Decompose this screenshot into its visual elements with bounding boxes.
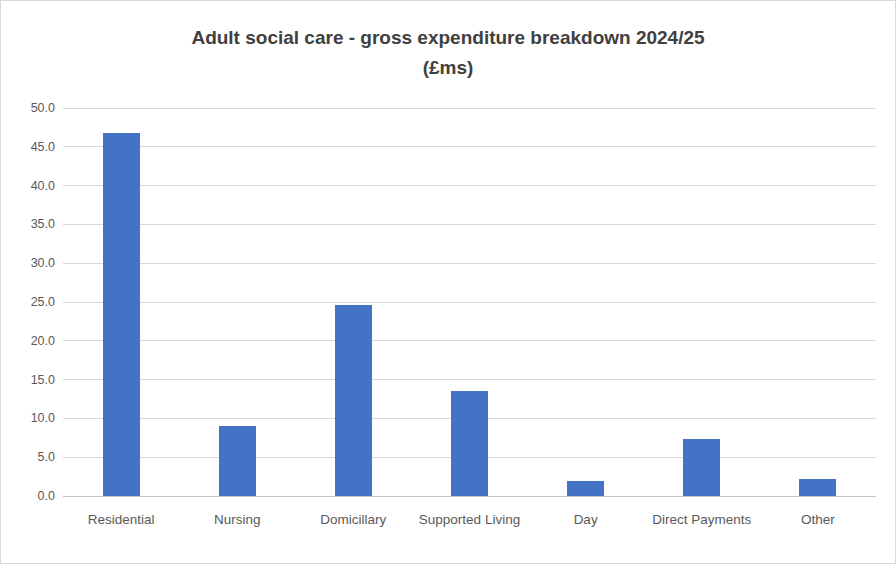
gridline	[63, 340, 876, 341]
x-tick-label: Domicillary	[297, 509, 409, 530]
gridline	[63, 108, 876, 109]
y-tick-label: 40.0	[1, 179, 55, 193]
plot-area	[63, 108, 876, 496]
gridline	[63, 379, 876, 380]
gridline	[63, 146, 876, 147]
x-axis: ResidentialNursingDomicillarySupported L…	[63, 504, 876, 556]
x-tick-label: Residential	[65, 509, 177, 530]
bar-domicillary	[335, 305, 372, 496]
y-tick-label: 10.0	[1, 411, 55, 425]
y-tick-label: 30.0	[1, 256, 55, 270]
bar-chart-figure: Adult social care - gross expenditure br…	[0, 0, 896, 564]
x-tick-label: Nursing	[181, 509, 293, 530]
y-tick-label: 50.0	[1, 101, 55, 115]
x-tick-label: Direct Payments	[646, 509, 758, 530]
bar-day	[567, 481, 604, 496]
y-tick-label: 5.0	[1, 450, 55, 464]
gridline	[63, 224, 876, 225]
bar-direct-payments	[683, 439, 720, 496]
y-tick-label: 15.0	[1, 373, 55, 387]
chart-title-line-1: Adult social care - gross expenditure br…	[1, 23, 895, 53]
x-tick-label: Day	[530, 509, 642, 530]
bar-other	[799, 479, 836, 496]
bar-nursing	[219, 426, 256, 496]
y-axis: 0.05.010.015.020.025.030.035.040.045.050…	[1, 108, 55, 496]
bar-supported-living	[451, 391, 488, 496]
chart-title: Adult social care - gross expenditure br…	[1, 23, 895, 83]
gridline	[63, 302, 876, 303]
y-tick-label: 45.0	[1, 140, 55, 154]
x-tick-label: Supported Living	[414, 509, 526, 530]
x-tick-label: Other	[762, 509, 874, 530]
y-tick-label: 25.0	[1, 295, 55, 309]
y-tick-label: 20.0	[1, 334, 55, 348]
gridline	[63, 185, 876, 186]
y-tick-label: 35.0	[1, 217, 55, 231]
chart-title-line-2: (£ms)	[1, 53, 895, 83]
bar-residential	[103, 133, 140, 496]
y-tick-label: 0.0	[1, 489, 55, 503]
gridline	[63, 263, 876, 264]
